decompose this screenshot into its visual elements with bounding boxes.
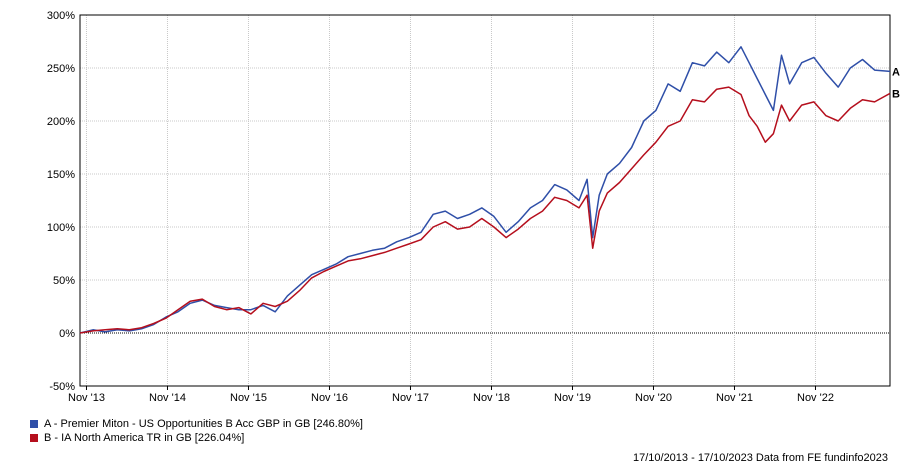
y-tick-label: 300%: [47, 10, 75, 22]
legend-swatch-b: [30, 434, 38, 442]
legend-label-b: B - IA North America TR in GB [226.04%]: [44, 432, 245, 444]
gridlines: [80, 14, 890, 387]
legend-item-b[interactable]: B - IA North America TR in GB [226.04%]: [30, 431, 363, 445]
chart-area: -50% 0% 50% 100% 150% 200% 250% 300% Nov '13 Nov …: [47, 10, 900, 404]
x-tick-label: Nov '13: [68, 392, 105, 404]
x-tick-label: Nov '16: [311, 392, 348, 404]
legend-label-a: A - Premier Miton - US Opportunities B A…: [44, 418, 363, 430]
date-range-footer: 17/10/2013 - 17/10/2023 Data from FE fun…: [632, 452, 888, 464]
y-tick-label: 50%: [53, 275, 75, 287]
x-tick-label: Nov '21: [716, 392, 753, 404]
legend: A - Premier Miton - US Opportunities B A…: [30, 417, 363, 445]
y-tick-label: -50%: [49, 381, 75, 393]
axes: [79, 14, 891, 390]
x-tick-label: Nov '17: [392, 392, 429, 404]
y-tick-label: 150%: [47, 169, 75, 181]
y-tick-label: 200%: [47, 116, 75, 128]
plot-frame: [79, 14, 891, 387]
y-tick-label: 250%: [47, 63, 75, 75]
legend-swatch-a: [30, 420, 38, 428]
legend-item-a[interactable]: A - Premier Miton - US Opportunities B A…: [30, 417, 363, 431]
series-lines: [79, 46, 891, 334]
series-end-label-b: B: [892, 88, 900, 100]
series-line-a[interactable]: [79, 46, 891, 334]
y-tick-label: 100%: [47, 222, 75, 234]
series-end-label-a: A: [892, 66, 900, 78]
x-tick-label: Nov '18: [473, 392, 510, 404]
y-tick-label: 0%: [59, 328, 75, 340]
x-tick-label: Nov '15: [230, 392, 267, 404]
x-tick-label: Nov '22: [797, 392, 834, 404]
x-tick-label: Nov '14: [149, 392, 186, 404]
x-tick-label: Nov '20: [635, 392, 672, 404]
x-tick-label: Nov '19: [554, 392, 591, 404]
tick-labels: -50% 0% 50% 100% 150% 200% 250% 300% Nov '13 Nov …: [47, 10, 900, 404]
series-line-b[interactable]: [79, 86, 891, 334]
